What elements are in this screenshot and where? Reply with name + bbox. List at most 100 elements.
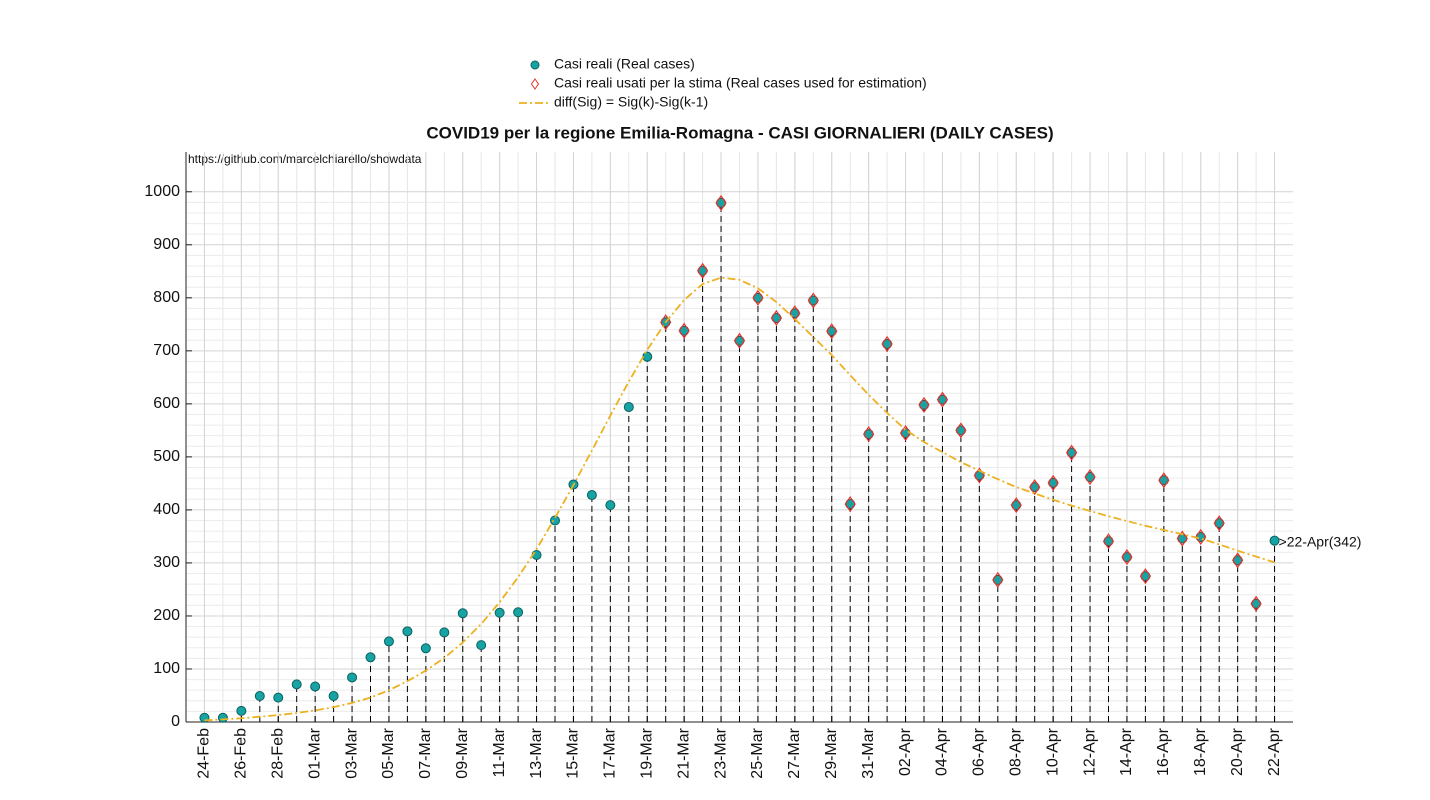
estimation-point: [1102, 533, 1115, 550]
y-tick-label: 0: [171, 713, 180, 730]
estimation-point: [1139, 568, 1152, 585]
x-tick-label: 16-Apr: [1155, 727, 1172, 776]
x-tick-label: 06-Apr: [971, 727, 988, 776]
legend-label: Casi reali (Real cases): [554, 56, 695, 72]
estimation-point: [1065, 444, 1078, 461]
estimation-point: [770, 309, 783, 327]
x-tick-label: 01-Mar: [306, 727, 323, 778]
estimation-point: [826, 323, 838, 340]
data-point: [642, 351, 653, 362]
x-tick-label: 04-Apr: [934, 727, 951, 776]
chart-title: COVID19 per la regione Emilia-Romagna - …: [426, 123, 1053, 142]
y-tick-label: 100: [153, 660, 180, 677]
data-point: [439, 627, 450, 638]
estimation-point: [1232, 552, 1244, 569]
y-tick-label: 600: [153, 395, 180, 412]
legend-marker: [530, 78, 540, 90]
data-point: [236, 705, 247, 716]
data-point: [273, 692, 284, 703]
x-tick-label: 12-Apr: [1081, 727, 1098, 776]
data-point: [476, 640, 487, 651]
estimation-point: [1158, 472, 1170, 489]
y-tick-label: 300: [153, 554, 180, 571]
data-point: [623, 402, 634, 413]
estimation-point: [1121, 549, 1133, 566]
data-point: [217, 712, 228, 723]
estimation-point: [899, 424, 912, 442]
data-point: [365, 652, 376, 663]
x-tick-label: 27-Mar: [786, 727, 803, 778]
x-tick-label: 31-Mar: [860, 727, 877, 778]
y-tick-label: 800: [153, 289, 180, 306]
y-tick-label: 1000: [144, 183, 180, 200]
x-tick-label: 20-Apr: [1229, 727, 1246, 776]
x-tick-label: 21-Mar: [675, 727, 692, 778]
y-tick-label: 500: [153, 448, 180, 465]
x-tick-label: 14-Apr: [1118, 727, 1135, 776]
data-point: [347, 672, 358, 683]
data-point: [291, 679, 302, 690]
x-tick-label: 05-Mar: [380, 727, 397, 778]
legend-label: Casi reali usati per la stima (Real case…: [554, 75, 927, 91]
estimation-point: [881, 335, 893, 352]
estimation-point: [1213, 515, 1225, 532]
data-point: [457, 608, 468, 619]
x-tick-label: 25-Mar: [749, 727, 766, 778]
data-point: [328, 691, 339, 702]
estimation-point: [992, 571, 1004, 588]
x-tick-label: 10-Apr: [1044, 727, 1061, 776]
data-point: [605, 500, 616, 511]
x-tick-label: 13-Mar: [528, 727, 545, 778]
x-tick-label: 26-Feb: [233, 728, 250, 779]
x-tick-label: 28-Feb: [269, 728, 286, 779]
estimation-point: [1176, 530, 1188, 547]
estimation-point: [678, 322, 690, 339]
data-point: [1269, 535, 1280, 546]
data-point: [494, 607, 505, 618]
estimation-point: [715, 194, 727, 211]
estimation-point: [955, 422, 967, 439]
x-tick-label: 23-Mar: [712, 727, 729, 778]
y-tick-label: 200: [153, 607, 180, 624]
y-tick-label: 700: [153, 342, 180, 359]
x-tick-label: 02-Apr: [897, 727, 914, 776]
x-tick-label: 07-Mar: [417, 727, 434, 778]
data-point: [254, 691, 265, 702]
data-point: [586, 490, 597, 501]
estimation-point: [660, 314, 672, 331]
estimation-point: [752, 289, 764, 306]
x-tick-label: 11-Mar: [491, 727, 508, 777]
estimation-point: [807, 292, 819, 309]
estimation-point: [696, 262, 709, 279]
x-tick-label: 03-Mar: [343, 727, 360, 778]
x-tick-label: 08-Apr: [1007, 727, 1024, 776]
data-point: [513, 607, 524, 618]
annotation: >22-Apr(342): [1279, 533, 1362, 549]
estimation-point: [1029, 479, 1041, 496]
legend-marker: [530, 60, 540, 70]
data-point: [550, 515, 560, 526]
y-tick-label: 400: [153, 501, 180, 518]
legend-label: diff(Sig) = Sig(k)-Sig(k-1): [554, 94, 708, 110]
estimation-point: [1195, 528, 1207, 545]
x-tick-label: 15-Mar: [565, 727, 582, 778]
x-tick-label: 17-Mar: [602, 727, 619, 778]
data-point: [420, 643, 431, 654]
source-url: https://github.com/marcelchiarello/showd…: [188, 152, 422, 166]
x-tick-label: 19-Mar: [638, 727, 655, 778]
x-tick-label: 24-Feb: [196, 728, 213, 779]
estimation-point: [844, 496, 856, 513]
x-tick-label: 18-Apr: [1192, 727, 1209, 776]
data-point: [383, 636, 394, 647]
x-tick-label: 09-Mar: [454, 727, 471, 778]
estimation-point: [1047, 474, 1059, 491]
data-point: [402, 626, 413, 637]
data-point: [310, 681, 321, 692]
estimation-point: [1010, 497, 1022, 514]
x-tick-label: 29-Mar: [823, 727, 840, 778]
estimation-point: [918, 396, 930, 413]
y-tick-label: 900: [153, 236, 180, 253]
x-tick-label: 22-Apr: [1266, 727, 1283, 776]
fit-curve: [204, 276, 1275, 722]
